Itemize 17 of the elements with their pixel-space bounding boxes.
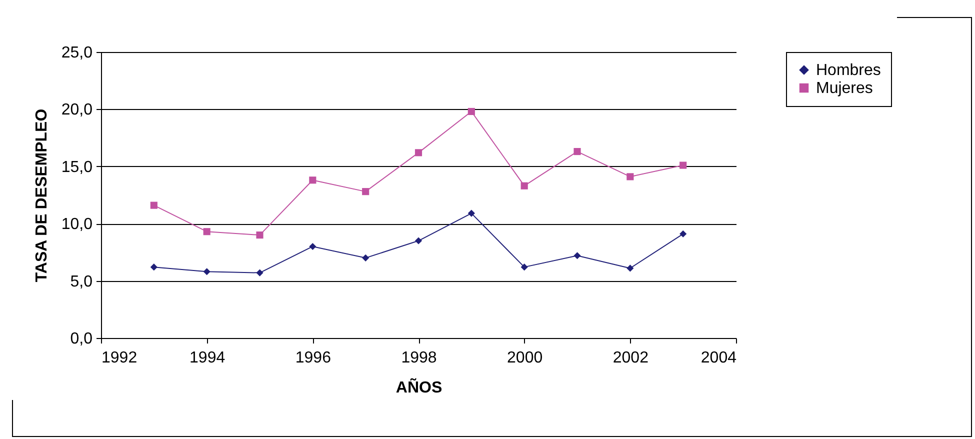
legend-label: Hombres (816, 62, 881, 79)
legend-label: Mujeres (816, 80, 873, 97)
x-axis-title: AÑOS (396, 378, 442, 396)
y-tick-label: 0,0 (70, 330, 93, 348)
x-tick-label: 2004 (700, 350, 737, 366)
x-tick-label: 1994 (190, 350, 226, 366)
y-tick-label: 15,0 (61, 158, 93, 176)
x-tick-label: 1996 (295, 350, 332, 366)
y-tick-label: 25,0 (61, 44, 93, 62)
x-tick-label: 2002 (612, 350, 649, 366)
x-tick-label: 1992 (102, 350, 138, 366)
y-axis-title: TASA DE DESEMPLEO (33, 108, 50, 282)
y-tick-label: 20,0 (61, 102, 93, 119)
y-tick-label: 10,0 (61, 216, 93, 234)
x-tick-label: 2000 (507, 350, 543, 366)
x-tick-label: 1998 (401, 350, 437, 366)
y-tick-label: 5,0 (70, 273, 93, 290)
